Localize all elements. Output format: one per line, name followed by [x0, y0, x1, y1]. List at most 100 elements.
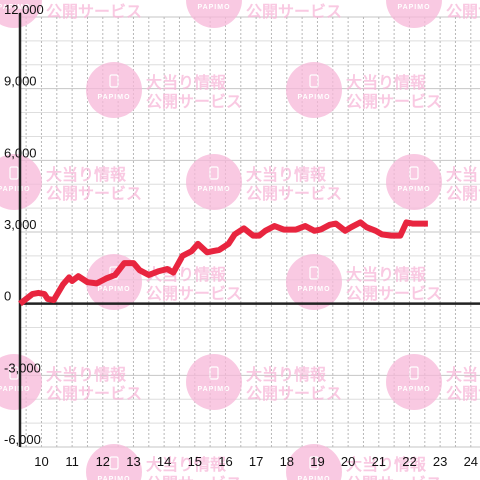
- x-tick-label: 24: [464, 454, 478, 469]
- watermark-text-line2: 公開サービス: [246, 2, 342, 21]
- watermark-text-line1: 大当り情報: [446, 0, 480, 2]
- watermark-brand: PAPIMO: [197, 386, 230, 393]
- y-tick-label: 12,000: [4, 2, 44, 17]
- watermark-phone-icon: [109, 74, 119, 88]
- watermark-text-line2: 公開サービス: [246, 384, 342, 403]
- x-tick-labels: 10 11 12 13 14 15 16 17 18 19 20 21 22 23 24: [34, 454, 478, 469]
- y-tick-label: -6,000: [4, 432, 41, 447]
- watermark-phone-icon: [209, 166, 219, 180]
- watermark-brand: PAPIMO: [97, 286, 130, 293]
- watermark-brand: PAPIMO: [0, 386, 31, 393]
- x-tick-label: 11: [65, 454, 79, 469]
- watermark-text-line1: 大当り情報: [446, 165, 480, 184]
- watermark-brand: PAPIMO: [197, 186, 230, 193]
- watermark-brand: PAPIMO: [0, 186, 31, 193]
- watermark-text-line2: 公開サービス: [246, 184, 342, 203]
- watermark-text-line2: 公開サービス: [446, 2, 480, 21]
- watermark-circle: [186, 0, 242, 28]
- x-tick-label: 12: [96, 454, 110, 469]
- y-tick-labels: 12,000 9,000 6,000 3,000 0 -3,000 -6,000: [4, 2, 44, 447]
- watermark-text-line2: 公開サービス: [346, 474, 442, 480]
- watermark-circle: [286, 444, 342, 480]
- x-tick-label: 14: [157, 454, 171, 469]
- watermark-phone-icon: [309, 456, 319, 470]
- watermark-text-line2: 公開サービス: [346, 284, 442, 303]
- watermark-phone-icon: [209, 366, 219, 380]
- x-tick-label: 18: [280, 454, 294, 469]
- gridlines: [20, 16, 480, 448]
- watermark-phone-icon: [9, 166, 19, 180]
- watermark-text-line1: 大当り情報: [346, 265, 427, 284]
- watermark-text-line1: 大当り情報: [46, 365, 127, 384]
- watermark-brand: PAPIMO: [397, 386, 430, 393]
- x-tick-label: 13: [126, 454, 140, 469]
- watermark-text-line1: 大当り情報: [346, 455, 427, 474]
- watermark-brand: PAPIMO: [0, 4, 31, 11]
- watermark-brand: PAPIMO: [97, 476, 130, 480]
- series-line-0: [18, 219, 428, 307]
- watermark-brand: PAPIMO: [197, 4, 230, 11]
- axes: [18, 13, 480, 447]
- watermark-text-line1: 大当り情報: [246, 365, 327, 384]
- watermark-text-line2: 公開サービス: [46, 2, 142, 21]
- x-tick-label: 15: [188, 454, 202, 469]
- x-tick-label: 22: [402, 454, 416, 469]
- watermark-text-line2: 公開サービス: [446, 384, 480, 403]
- y-tick-label: -3,000: [4, 360, 41, 375]
- watermark-text-line2: 公開サービス: [146, 474, 242, 480]
- watermark-brand: PAPIMO: [297, 94, 330, 101]
- watermark-phone-icon: [109, 456, 119, 470]
- watermark-text-line1: 大当り情報: [246, 0, 327, 2]
- x-tick-label: 10: [34, 454, 48, 469]
- watermark-brand: PAPIMO: [397, 186, 430, 193]
- y-tick-label: 3,000: [4, 217, 37, 232]
- watermark-text-line2: 公開サービス: [46, 384, 142, 403]
- watermark-phone-icon: [409, 166, 419, 180]
- watermark-phone-icon: [409, 366, 419, 380]
- watermark-brand: PAPIMO: [97, 94, 130, 101]
- watermark-text-line2: 公開サービス: [346, 92, 442, 111]
- watermark-circle: [386, 154, 442, 210]
- watermark-brand: PAPIMO: [297, 286, 330, 293]
- x-tick-label: 21: [372, 454, 386, 469]
- watermark-circle: [186, 154, 242, 210]
- watermark-circle: [86, 444, 142, 480]
- y-tick-label: 9,000: [4, 74, 37, 89]
- watermark-text-line1: 大当り情報: [446, 365, 480, 384]
- watermark-text-line2: 公開サービス: [146, 92, 242, 111]
- watermark-circle: [286, 62, 342, 118]
- watermark-circle: [386, 354, 442, 410]
- watermark-brand: PAPIMO: [297, 476, 330, 480]
- watermark-circle: [386, 0, 442, 28]
- watermark-text-line1: 大当り情報: [146, 73, 227, 92]
- watermark-text-line2: 公開サービス: [446, 184, 480, 203]
- watermark-circle: [286, 254, 342, 310]
- watermark-phone-icon: [309, 266, 319, 280]
- watermark-circle: [86, 254, 142, 310]
- watermark-circle: [186, 354, 242, 410]
- x-tick-label: 17: [249, 454, 263, 469]
- watermark-phone-icon: [309, 74, 319, 88]
- watermark-text-line1: 大当り情報: [46, 0, 127, 2]
- watermark-circle: [86, 62, 142, 118]
- x-tick-label: 23: [433, 454, 447, 469]
- x-tick-label: 19: [310, 454, 324, 469]
- watermark-text-line2: 公開サービス: [46, 184, 142, 203]
- watermark-text-line1: 大当り情報: [246, 165, 327, 184]
- series-layer: [18, 219, 428, 307]
- watermark-text-line1: 大当り情報: [346, 73, 427, 92]
